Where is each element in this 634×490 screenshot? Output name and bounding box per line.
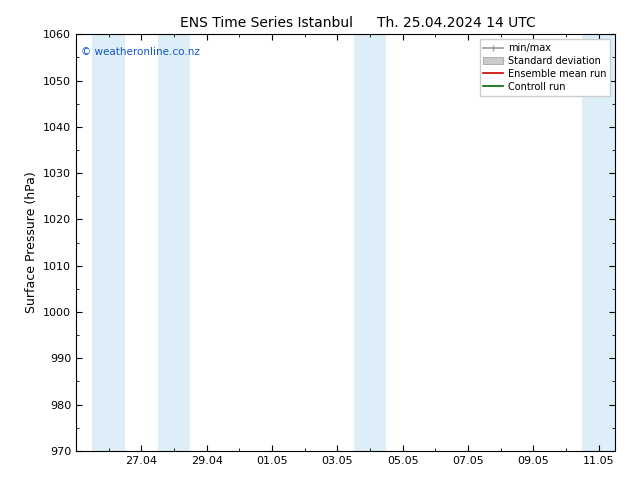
Text: Th. 25.04.2024 14 UTC: Th. 25.04.2024 14 UTC <box>377 16 536 30</box>
Y-axis label: Surface Pressure (hPa): Surface Pressure (hPa) <box>25 172 37 314</box>
Legend: min/max, Standard deviation, Ensemble mean run, Controll run: min/max, Standard deviation, Ensemble me… <box>479 39 610 96</box>
Bar <box>158 34 190 451</box>
Bar <box>354 34 386 451</box>
Bar <box>582 34 615 451</box>
Bar <box>93 34 125 451</box>
Text: © weatheronline.co.nz: © weatheronline.co.nz <box>81 47 200 57</box>
Text: ENS Time Series Istanbul: ENS Time Series Istanbul <box>180 16 353 30</box>
